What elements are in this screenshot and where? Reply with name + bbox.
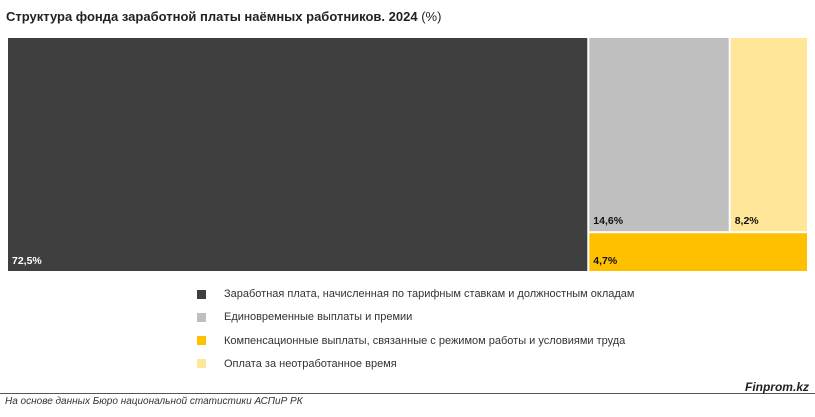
treemap-block-unworked-time	[730, 38, 807, 232]
legend-swatch-bonuses	[197, 312, 206, 322]
chart-title-text: Структура фонда заработной платы наёмных…	[6, 9, 418, 24]
legend-item-compensation: Компенсационные выплаты, связанные с реж…	[197, 335, 635, 347]
chart-title: Структура фонда заработной платы наёмных…	[6, 9, 441, 24]
chart-title-unit: (%)	[421, 9, 442, 24]
legend-swatch-unworked-time	[197, 359, 206, 369]
legend-swatch-compensation	[197, 336, 206, 346]
legend-item-unworked-time: Оплата за неотработанное время	[197, 358, 635, 370]
legend-swatch-salary	[197, 289, 206, 299]
footer-divider	[0, 393, 815, 394]
legend-item-salary: Заработная плата, начисленная по тарифны…	[197, 288, 635, 300]
treemap-label-bonuses: 14,6%	[593, 215, 623, 227]
treemap-label-compensation: 4,7%	[593, 255, 618, 267]
chart-legend: Заработная плата, начисленная по тарифны…	[197, 288, 635, 381]
brand-logo-text: Finprom.kz	[744, 380, 809, 394]
treemap-block-salary	[8, 38, 588, 271]
legend-label-unworked-time: Оплата за неотработанное время	[224, 357, 397, 370]
source-note: На основе данных Бюро национальной стати…	[5, 396, 303, 407]
treemap-block-bonuses	[589, 38, 729, 232]
legend-label-compensation: Компенсационные выплаты, связанные с реж…	[224, 334, 626, 347]
legend-item-bonuses: Единовременные выплаты и премии	[197, 311, 635, 323]
treemap-label-salary: 72,5%	[12, 255, 42, 267]
treemap-chart: 72,5% 14,6% 8,2% 4,7%	[8, 38, 807, 271]
legend-label-salary: Заработная плата, начисленная по тарифны…	[224, 288, 635, 300]
treemap-block-compensation	[589, 233, 807, 271]
treemap-label-unworked-time: 8,2%	[735, 215, 760, 227]
legend-label-bonuses: Единовременные выплаты и премии	[224, 311, 413, 324]
